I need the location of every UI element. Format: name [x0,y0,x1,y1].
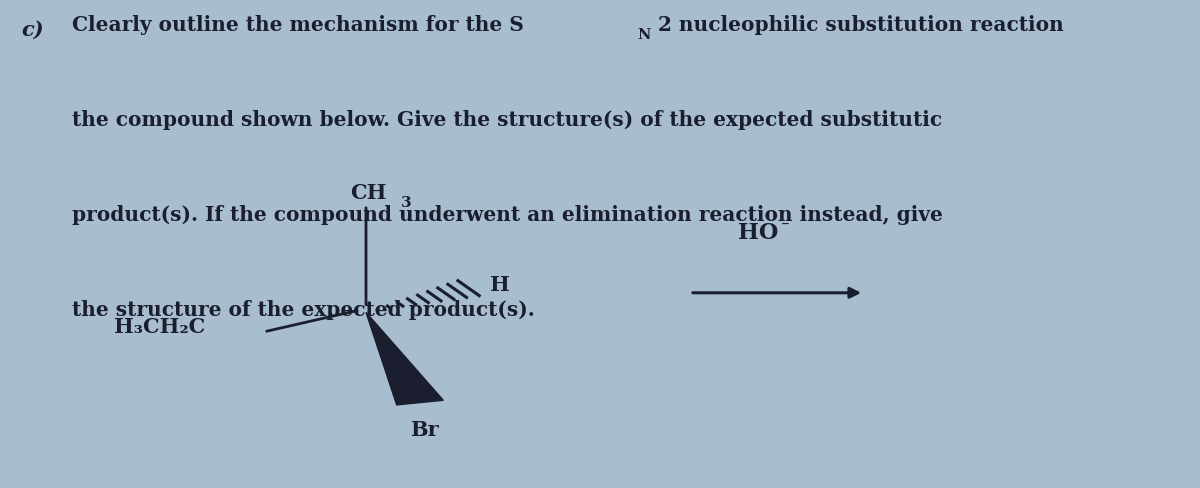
Text: ⁻: ⁻ [781,220,790,237]
Text: CH: CH [350,183,386,203]
Polygon shape [366,312,443,405]
Text: N: N [638,28,652,42]
Text: c): c) [22,20,44,40]
Text: the compound shown below. Give the structure(s) of the expected substitutic: the compound shown below. Give the struc… [72,110,942,130]
Text: Br: Br [410,420,439,440]
Text: 2 nucleophilic substitution reaction: 2 nucleophilic substitution reaction [658,15,1064,35]
Text: H: H [490,275,510,294]
Text: Clearly outline the mechanism for the S: Clearly outline the mechanism for the S [72,15,524,35]
Text: HO: HO [738,222,779,244]
Text: product(s). If the compound underwent an elimination reaction instead, give: product(s). If the compound underwent an… [72,205,943,225]
Text: the structure of the expected product(s).: the structure of the expected product(s)… [72,300,535,320]
Text: H₃CH₂C: H₃CH₂C [114,317,205,337]
Text: 3: 3 [401,196,412,210]
